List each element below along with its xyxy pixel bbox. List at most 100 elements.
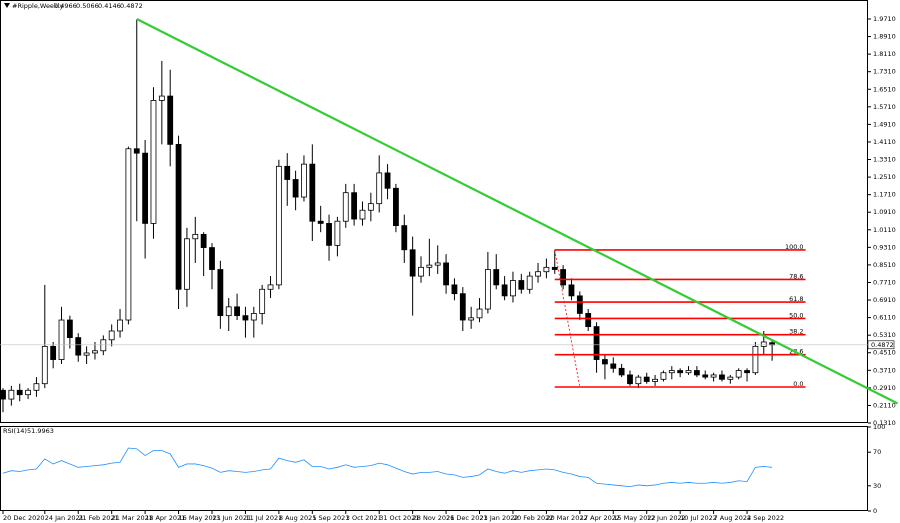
y-tick-label: 1.8110 <box>873 50 896 58</box>
candle-body <box>342 192 349 222</box>
candle-body <box>501 284 508 297</box>
x-tick-label: 21 Mar 2021 <box>112 514 153 522</box>
candle-body <box>158 95 165 101</box>
candle-body <box>292 179 299 198</box>
y-tick-label: 1.2510 <box>873 173 896 181</box>
candle-body <box>744 370 750 374</box>
candle-body <box>142 152 149 224</box>
x-tick-label: 4 Sep 2022 <box>747 514 784 522</box>
candle-body <box>568 284 575 297</box>
candle-body <box>275 165 282 286</box>
y-tick-label: 0.2910 <box>873 384 896 392</box>
candle-body <box>41 345 48 385</box>
x-tick-label: 3 Oct 2021 <box>346 514 382 522</box>
x-tick-label: 5 Sep 2021 <box>312 514 349 522</box>
candle-body <box>334 220 341 246</box>
candle-body <box>33 383 40 391</box>
candle-body <box>133 148 140 154</box>
y-tick-label: 1.0110 <box>873 226 896 234</box>
x-tick-label: 28 Nov 2021 <box>413 514 455 522</box>
candle-body <box>409 249 416 277</box>
candle-body <box>693 370 700 376</box>
x-tick-label: 8 Aug 2021 <box>279 514 317 522</box>
candle-body <box>267 284 274 290</box>
fib-label: 0.0 <box>793 380 803 388</box>
y-tick-label: 1.3310 <box>873 156 896 164</box>
candle-body <box>526 275 533 290</box>
candle-body <box>16 389 23 396</box>
candle-body <box>393 187 399 227</box>
candle-body <box>702 374 709 378</box>
candle-body <box>769 342 776 346</box>
x-tick-label: 15 May 2022 <box>613 514 655 522</box>
x-tick-label: 7 Aug 2022 <box>714 514 752 522</box>
y-tick-label: 1.9710 <box>873 15 896 23</box>
candle-body <box>660 372 667 380</box>
fib-label: 50.0 <box>789 311 803 319</box>
candle-body <box>710 374 717 378</box>
symbol-icon <box>4 3 10 8</box>
candle-body <box>301 163 307 198</box>
candle-body <box>242 315 249 321</box>
candle-body <box>610 363 617 369</box>
candle-body <box>83 352 90 356</box>
candle-body <box>0 389 6 400</box>
symbol: #Ripple,Weekly <box>12 2 64 10</box>
candle-body <box>359 209 366 220</box>
fib-label: 38.2 <box>789 328 803 336</box>
main-panel-frame <box>0 0 868 423</box>
rsi-tick-label: 0 <box>873 507 877 515</box>
x-tick-label: 16 May 2021 <box>179 514 221 522</box>
candle-body <box>443 262 449 286</box>
rsi-line <box>2 447 773 488</box>
candle-body <box>351 192 358 220</box>
y-tick-label: 0.9310 <box>873 243 896 251</box>
candle-body <box>376 172 383 205</box>
candle-body <box>175 143 182 290</box>
y-tick-label: 1.8910 <box>873 33 896 41</box>
candle-body <box>551 266 558 270</box>
candle-body <box>8 389 15 400</box>
x-tick-label: 20 Feb 2022 <box>513 514 553 522</box>
rsi-panel-frame <box>0 426 868 511</box>
y-tick-label: 0.3710 <box>873 366 896 374</box>
candle-body <box>652 378 658 382</box>
rsi-name: RSI(14) <box>3 427 27 435</box>
y-tick-label: 1.4910 <box>873 120 896 128</box>
candle-body <box>117 319 123 332</box>
candle-body <box>58 319 65 360</box>
candle-body <box>585 313 592 328</box>
y-tick-label: 1.5710 <box>873 103 896 111</box>
x-tick-label: 18 Apr 2021 <box>145 514 185 522</box>
x-tick-label: 31 Oct 2021 <box>379 514 419 522</box>
y-tick-label: 0.1310 <box>873 419 896 427</box>
fib-label: 61.8 <box>789 295 803 303</box>
candle-body <box>735 370 742 378</box>
candle-body <box>618 367 625 376</box>
header-low: 0.4146 <box>98 2 121 10</box>
fib-diagonal <box>554 249 581 388</box>
candle-body <box>209 247 215 270</box>
y-tick-label: 1.0910 <box>873 208 896 216</box>
candle-body <box>643 376 650 382</box>
fib-label: 100.0 <box>785 243 804 251</box>
header-high: 0.5066 <box>76 2 99 10</box>
x-tick-label: 23 Jan 2022 <box>480 514 519 522</box>
candle-body <box>719 374 725 380</box>
trendline <box>136 18 899 405</box>
candle-body <box>760 341 767 347</box>
y-tick-label: 1.1710 <box>873 191 896 199</box>
candle-body <box>484 269 491 310</box>
y-tick-label: 1.7310 <box>873 68 896 76</box>
candle-body <box>677 370 684 374</box>
fib-label: 78.6 <box>789 272 803 280</box>
candle-body <box>426 264 433 268</box>
candle-body <box>401 225 408 251</box>
y-tick-label: 0.8510 <box>873 261 896 269</box>
candle-body <box>668 370 675 374</box>
rsi-tick-label: 100 <box>873 423 885 431</box>
x-tick-label: 11 Jul 2021 <box>245 514 282 522</box>
candle-body <box>66 319 73 338</box>
rsi-tick-label: 70 <box>873 448 881 456</box>
